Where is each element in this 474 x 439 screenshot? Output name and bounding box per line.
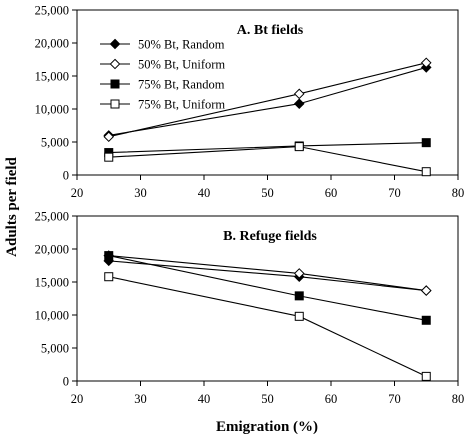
chart-panel-b: 0 5,000 10,000 15,000 20,000 25,000 20 30 40 50 60… — [35, 210, 465, 407]
y-tick-label: 15,000 — [35, 276, 69, 290]
data-point — [420, 57, 432, 69]
x-tick-label: 40 — [198, 392, 211, 406]
x-tick-label: 20 — [71, 392, 84, 406]
y-tick-label: 15,000 — [35, 70, 69, 84]
y-tick-label: 5,000 — [41, 342, 69, 356]
series-line — [108, 255, 427, 321]
legend-label: 75% Bt, Uniform — [138, 98, 225, 112]
series-4 — [104, 272, 431, 381]
x-tick-label: 50 — [261, 392, 274, 406]
panel-title: A. Bt fields — [237, 23, 304, 38]
data-point — [294, 291, 304, 301]
legend-marker — [109, 38, 121, 50]
data-point — [293, 98, 305, 110]
data-point — [104, 272, 114, 282]
y-axis-title: Adults per field — [4, 156, 20, 256]
x-tick-label: 50 — [261, 186, 274, 200]
x-tick-label: 70 — [388, 392, 401, 406]
series-line — [108, 276, 427, 377]
data-point — [293, 88, 305, 100]
data-point — [104, 152, 114, 162]
y-tick-label: 25,000 — [35, 4, 69, 18]
x-tick-label: 20 — [71, 186, 84, 200]
data-point — [293, 268, 305, 279]
x-tick-label: 30 — [134, 186, 147, 200]
y-tick-label: 10,000 — [35, 309, 69, 323]
data-point — [421, 371, 431, 381]
series-3 — [104, 138, 431, 158]
x-tick-label: 30 — [134, 392, 147, 406]
legend: 50% Bt, Random 50% Bt, Uniform 75% Bt, Ran… — [100, 38, 225, 112]
series-3 — [104, 251, 431, 325]
y-tick-label: 0 — [63, 169, 69, 183]
series-line — [108, 142, 427, 154]
data-point — [421, 167, 431, 177]
series-2 — [103, 57, 432, 143]
data-point — [421, 138, 431, 148]
chart-panel-a: 0 5,000 10,000 15,000 20,000 25,000 20 30 40 50 60… — [35, 4, 465, 201]
legend-marker — [110, 99, 120, 109]
legend-label: 75% Bt, Random — [138, 78, 225, 92]
panel-title: B. Refuge fields — [223, 229, 317, 244]
series-2 — [103, 250, 432, 296]
x-tick-label: 70 — [388, 186, 401, 200]
data-point — [421, 315, 431, 325]
legend-label: 50% Bt, Uniform — [138, 58, 225, 72]
y-tick-label: 5,000 — [41, 136, 69, 150]
x-tick-label: 40 — [198, 186, 211, 200]
x-tick-label: 60 — [325, 186, 338, 200]
x-axis-title: Emigration (%) — [216, 419, 318, 435]
legend-marker — [110, 79, 120, 89]
x-tick-label: 60 — [325, 392, 338, 406]
legend-marker — [109, 58, 121, 70]
y-tick-label: 25,000 — [35, 210, 69, 224]
data-point — [104, 251, 114, 261]
y-tick-label: 0 — [63, 375, 69, 389]
y-tick-label: 20,000 — [35, 37, 69, 51]
y-tick-label: 10,000 — [35, 103, 69, 117]
x-tick-label: 80 — [452, 186, 465, 200]
data-point — [103, 131, 115, 143]
data-point — [294, 142, 304, 152]
legend-label: 50% Bt, Random — [138, 38, 225, 52]
x-tick-label: 80 — [452, 392, 465, 406]
data-point — [420, 285, 432, 296]
y-tick-label: 20,000 — [35, 243, 69, 257]
series-4 — [104, 142, 431, 177]
data-point — [294, 311, 304, 321]
